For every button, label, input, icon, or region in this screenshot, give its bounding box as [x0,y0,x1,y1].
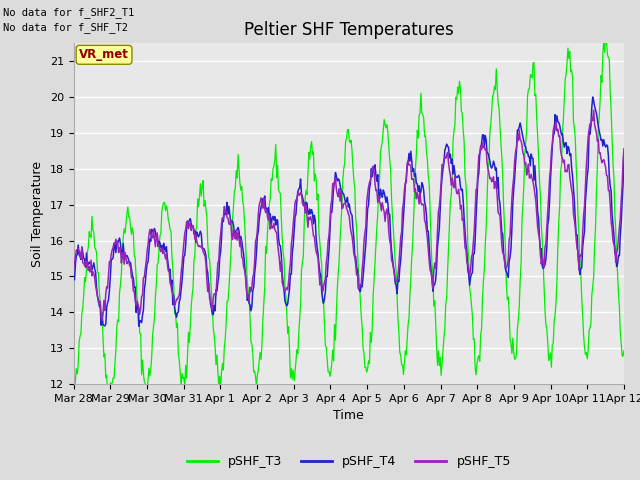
pSHF_T3 [320,298,328,304]
pSHF_T4 [212,287,220,293]
Legend: pSHF_T3, pSHF_T4, pSHF_T5: pSHF_T3, pSHF_T4, pSHF_T5 [182,450,516,473]
pSHF_T5 [99,318,106,324]
pSHF_T4 [168,277,176,283]
Line: pSHF_T4: pSHF_T4 [74,97,624,326]
pSHF_T3 [142,397,150,403]
pSHF_T5 [212,292,220,298]
Line: pSHF_T3: pSHF_T3 [74,33,624,400]
pSHF_T5 [320,285,328,290]
pSHF_T3 [395,330,403,336]
Y-axis label: Soil Temperature: Soil Temperature [31,161,44,266]
Line: pSHF_T5: pSHF_T5 [74,110,624,321]
pSHF_T4 [320,300,328,306]
pSHF_T3 [168,253,176,259]
pSHF_T3 [212,362,220,368]
pSHF_T3 [602,30,609,36]
Text: No data for f_SHF2_T1: No data for f_SHF2_T1 [3,7,134,18]
pSHF_T5 [485,170,493,176]
pSHF_T3 [620,348,628,353]
pSHF_T4 [485,154,493,160]
Title: Peltier SHF Temperatures: Peltier SHF Temperatures [244,21,454,39]
pSHF_T4 [438,174,446,180]
pSHF_T4 [395,279,403,285]
pSHF_T4 [70,277,77,283]
pSHF_T4 [620,157,628,163]
pSHF_T5 [438,162,446,168]
pSHF_T3 [70,384,77,390]
pSHF_T5 [620,146,628,152]
X-axis label: Time: Time [333,409,364,422]
pSHF_T4 [135,324,143,329]
pSHF_T5 [70,265,77,271]
pSHF_T3 [485,160,493,166]
pSHF_T5 [168,289,176,295]
pSHF_T5 [395,262,403,268]
pSHF_T3 [438,360,446,366]
Text: VR_met: VR_met [79,48,129,61]
pSHF_T5 [590,108,598,113]
pSHF_T4 [589,94,596,100]
Text: No data for f_SHF_T2: No data for f_SHF_T2 [3,22,128,33]
